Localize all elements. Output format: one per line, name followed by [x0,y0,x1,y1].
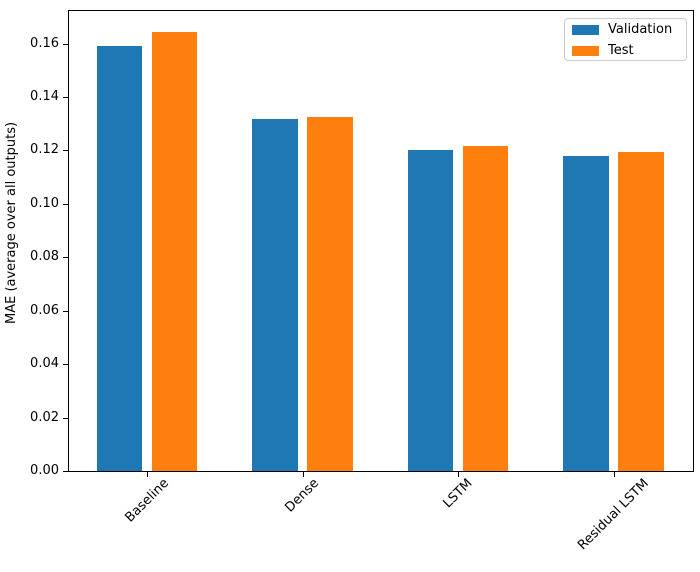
y-tick-mark [63,150,68,151]
x-tick-mark [458,472,459,477]
x-tick-mark [613,472,615,477]
bar-test-baseline [151,32,198,471]
x-tick-label: Dense [282,476,322,516]
y-tick-mark [63,97,68,98]
y-tick-mark [63,364,68,365]
y-tick-mark [63,204,68,205]
legend-label-test: Test [608,43,634,58]
bar-validation-dense [252,118,298,471]
y-tick-label: 0.10 [30,195,59,211]
y-tick-label: 0.14 [30,89,59,105]
x-tick-label: Baseline [121,476,172,526]
test-swatch-icon [572,45,599,56]
x-tick-mark [302,472,304,477]
y-tick-mark [63,418,68,419]
legend: Validation Test [564,18,687,61]
legend-label-validation: Validation [608,22,673,37]
y-tick-label: 0.08 [30,249,59,265]
y-tick-label: 0.06 [30,302,59,318]
y-tick-mark [63,44,68,45]
legend-item-test: Test [572,43,680,58]
legend-item-validation: Validation [572,22,680,37]
y-tick-label: 0.12 [30,142,59,158]
y-tick-label: 0.00 [30,463,59,478]
y-tick-label: 0.04 [30,356,59,372]
x-tick-label: Residual LSTM [574,476,652,554]
y-tick-label: 0.16 [30,35,59,51]
y-axis-label: MAE (average over all outputs) [4,121,19,324]
y-tick-mark [63,257,68,258]
validation-swatch-icon [572,24,599,35]
bar-validation-residual-lstm [563,156,609,471]
x-tick-mark [147,472,148,477]
bar-test-dense [307,117,353,471]
bar-validation-baseline [96,46,143,471]
bar-test-lstm [462,146,509,471]
plot-area [68,10,694,472]
bar-test-residual-lstm [618,151,664,471]
bar-validation-lstm [407,150,454,471]
y-tick-mark [63,311,68,312]
y-tick-mark [63,471,68,472]
x-tick-label: LSTM [439,476,476,512]
y-tick-label: 0.02 [30,409,59,425]
